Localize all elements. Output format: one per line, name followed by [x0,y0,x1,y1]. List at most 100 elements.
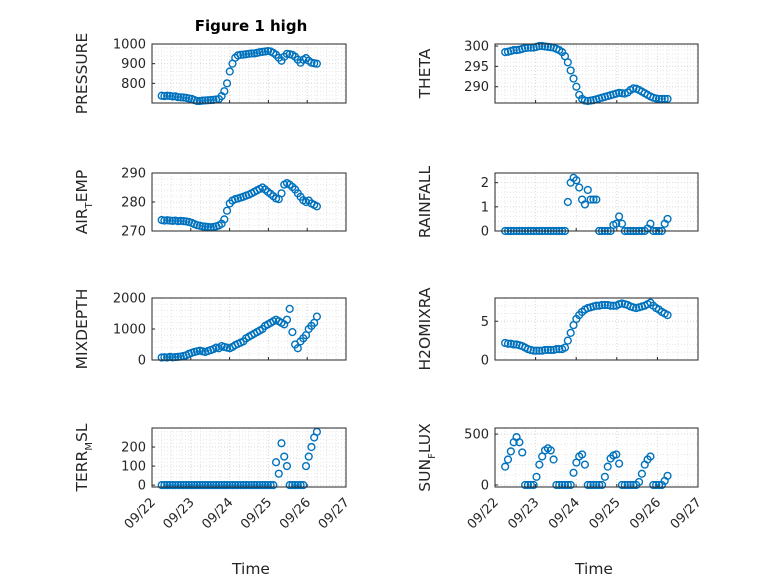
y-tick-label: 200 [121,441,146,456]
data-point [583,480,592,490]
data-point [560,480,570,490]
y-tick-label: 900 [121,57,146,72]
y-tick-label: 2000 [113,292,146,307]
data-point [543,42,552,51]
x-tick-label: 09/26 [277,495,314,532]
data-point [203,480,213,490]
data-point [282,315,292,324]
y-axis-label-text: AIR [73,208,91,234]
data-point [293,480,302,490]
y-axis-label-subscript: T [84,201,95,209]
data-point [649,480,658,490]
data-point [293,344,302,353]
data-point [538,41,547,51]
data-point [163,216,172,225]
y-axis-label: AIRTEMP [73,170,95,235]
data-point [173,480,183,490]
data-point [212,480,221,490]
x-axis-label-right: Time [574,560,613,578]
data-point [586,195,595,204]
data-point [214,480,223,490]
data-point [252,480,262,490]
data-point [184,480,194,490]
data-point [250,480,259,490]
data-point [520,480,530,490]
x-tick-label: 09/23 [505,495,542,532]
data-point [501,48,510,57]
data-point [222,480,232,490]
y-axis-label-text: RAINFALL [416,165,434,238]
data-point [269,480,278,490]
y-axis-label-text: SUN [416,459,434,492]
subplot-pressure: 800 900 1000 PRESSURE [73,33,347,114]
data-point [572,82,581,91]
axes-box [494,427,699,488]
data-point [518,448,527,457]
data-point [198,480,207,490]
subplot-h2omixra: 0 5 H2OMIXRA [416,287,699,371]
data-point [176,480,185,490]
axes-box [151,43,347,104]
data-point [228,480,237,490]
data-point [515,438,524,447]
data-point [171,480,180,490]
axes-box [151,297,347,361]
subplot-terrmsl: 09/22 09/23 09/24 09/25 09/26 09/27 0 100 200 TER… [73,423,353,532]
axes-box [151,172,347,232]
data-point [173,217,183,226]
data-point [597,300,607,310]
data-point [503,339,513,348]
data-point [555,480,564,490]
data-point [523,480,533,490]
data-point [168,353,177,362]
data-point [179,480,188,490]
x-tick-label: 09/24 [199,495,236,532]
y-tick-label: 500 [464,428,489,443]
data-point [157,480,166,490]
data-point [606,301,615,310]
y-axis-label-text: LUX [416,423,434,453]
data-point [195,480,204,490]
data-point [509,46,518,55]
data-point [652,480,661,490]
data-point [654,94,664,104]
data-point [501,462,510,471]
data-point [609,301,618,310]
data-point [160,480,169,490]
data-point [209,480,218,490]
data-point [540,345,550,355]
data-point [646,452,655,461]
data-point [575,183,584,192]
y-tick-label: 300 [464,40,489,55]
data-point [236,480,245,490]
y-axis-label-subscript: F [427,453,438,459]
data-point [503,455,513,464]
data-point [637,469,647,478]
data-point [187,480,196,490]
data-point [274,469,283,478]
data-point [222,206,232,215]
data-point [198,96,207,105]
figure-title: Figure 1 high [195,17,308,35]
data-point [201,222,210,231]
y-tick-label: 2 [481,176,489,191]
data-point [280,452,289,461]
y-tick-label: 5 [481,315,489,330]
y-axis-label-text: THETA [416,48,434,99]
data-point [617,480,627,490]
x-tick-label: 09/22 [465,495,502,532]
data-point [615,459,624,468]
data-point [617,89,627,98]
data-point [526,480,535,490]
data-point [586,96,595,105]
data-point [304,452,313,461]
data-point [560,343,570,352]
data-point [652,94,661,103]
data-point [509,340,518,349]
x-tick-label: 09/24 [546,495,583,532]
y-tick-label: 100 [121,460,146,475]
data-point [572,176,581,185]
data-point [176,216,185,225]
data-point [220,87,229,96]
data-point [592,195,601,204]
